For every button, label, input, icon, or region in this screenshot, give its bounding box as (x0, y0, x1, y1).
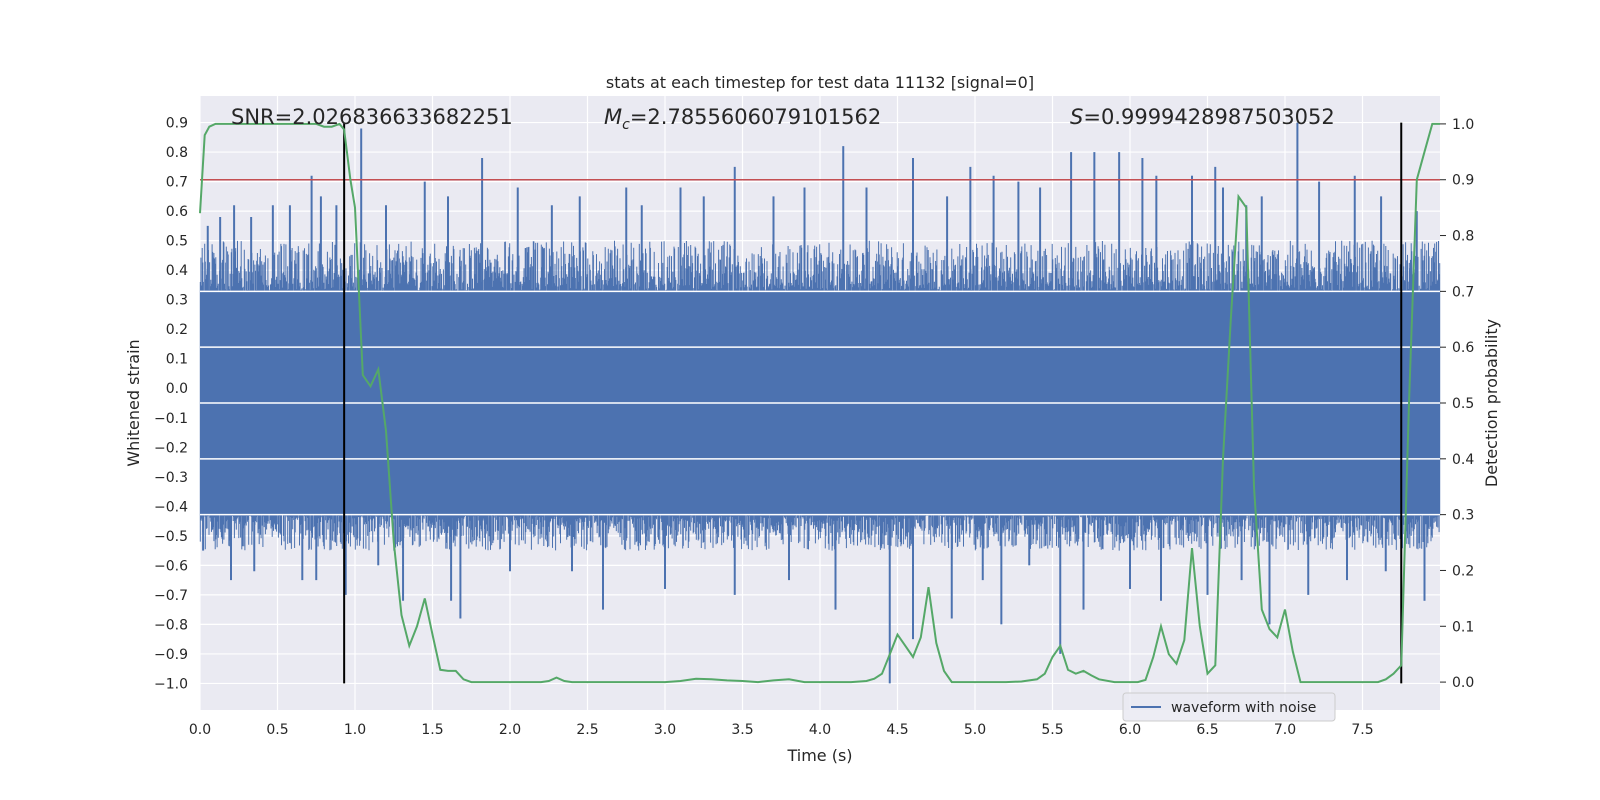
chirp-mass-subscript: c (622, 117, 630, 133)
x-tick-label: 5.5 (1041, 722, 1063, 738)
y2-tick-label: 0.9 (1452, 173, 1474, 189)
y2-tick-label: 0.2 (1452, 563, 1474, 579)
chirp-mass-annotation: Mc=2.7855606079101562 (604, 105, 881, 133)
score-annotation: S=0.9999428987503052 (1070, 105, 1335, 129)
x-tick-label: 0.0 (189, 722, 211, 738)
x-axis-ticks: 0.0 0.5 1.0 1.5 2.0 2.5 3.0 3.5 4.0 4.5 5.0 5.5 6.0 6… (189, 722, 1374, 738)
legend-box (1122, 692, 1336, 722)
chirp-mass-symbol: M (604, 105, 622, 129)
y-tick-label: 0.1 (166, 352, 188, 368)
x-tick-label: 5.0 (964, 722, 986, 738)
y2-tick-label: 0.8 (1452, 229, 1474, 245)
y-tick-label: 0.2 (166, 322, 188, 338)
y-tick-label: 0.8 (166, 145, 188, 161)
snr-annotation: SNR=2.026836633682251 (231, 105, 513, 129)
y-tick-label: −0.4 (154, 499, 188, 515)
y-tick-label: −0.5 (154, 529, 188, 545)
x-tick-label: 7.5 (1351, 722, 1373, 738)
score-symbol: S (1070, 105, 1083, 129)
x-tick-label: 1.0 (344, 722, 366, 738)
y-tick-label: 0.9 (166, 116, 188, 132)
y-tick-label: −0.8 (154, 617, 188, 633)
y2-tick-label: 0.5 (1452, 396, 1474, 412)
x-tick-label: 1.5 (421, 722, 443, 738)
y-tick-label: 0.4 (166, 263, 188, 279)
x-tick-label: 0.5 (266, 722, 288, 738)
x-tick-label: 2.5 (576, 722, 598, 738)
x-axis-label: Time (s) (786, 746, 852, 765)
x-tick-label: 6.5 (1196, 722, 1218, 738)
y-tick-label: 0.0 (166, 381, 188, 397)
legend-label: waveform with noise (1171, 700, 1316, 716)
y-tick-label: 0.5 (166, 234, 188, 250)
y-tick-label: −0.3 (154, 470, 188, 486)
score-value: =0.9999428987503052 (1083, 105, 1334, 129)
y-tick-label: −0.2 (154, 440, 188, 456)
y2-axis-ticks: 0.0 0.1 0.2 0.3 0.4 0.5 0.6 0.7 0.8 0.9 1.0 (1440, 117, 1474, 691)
detection-probability-line (199, 122, 1440, 684)
x-tick-label: 3.0 (654, 722, 676, 738)
y-tick-label: −1.0 (154, 676, 188, 692)
chirp-mass-value: =2.7855606079101562 (630, 105, 881, 129)
y-tick-label: 0.7 (166, 175, 188, 191)
x-tick-label: 2.0 (499, 722, 521, 738)
y-tick-label: −0.7 (154, 588, 188, 604)
chart-title: stats at each timestep for test data 111… (606, 73, 1034, 92)
y2-tick-label: 0.3 (1452, 508, 1474, 524)
legend: waveform with noise (1122, 692, 1336, 722)
y-tick-label: 0.3 (166, 293, 188, 309)
y-axis-label: Whitened strain (124, 339, 143, 466)
y2-tick-label: 0.7 (1452, 284, 1474, 300)
x-tick-label: 7.0 (1274, 722, 1296, 738)
y2-tick-label: 0.0 (1452, 675, 1474, 691)
x-tick-label: 3.5 (731, 722, 753, 738)
x-tick-label: 4.5 (886, 722, 908, 738)
y2-tick-label: 0.1 (1452, 619, 1474, 635)
y-tick-label: −0.9 (154, 647, 188, 663)
x-tick-label: 6.0 (1119, 722, 1141, 738)
y-axis-ticks: −1.0 −0.9 −0.8 −0.7 −0.6 −0.5 −0.4 −0.3 −0.2 −0.1… (154, 116, 188, 693)
detection-probability-series (199, 122, 1440, 684)
y-tick-label: −0.6 (154, 558, 188, 574)
y-tick-label: 0.6 (166, 204, 188, 220)
y2-tick-label: 0.6 (1452, 340, 1474, 356)
x-tick-label: 4.0 (809, 722, 831, 738)
y2-axis-label: Detection probability (1482, 319, 1501, 487)
y-tick-label: −0.1 (154, 411, 188, 427)
y2-tick-label: 0.4 (1452, 452, 1474, 468)
y2-tick-label: 1.0 (1452, 117, 1474, 133)
